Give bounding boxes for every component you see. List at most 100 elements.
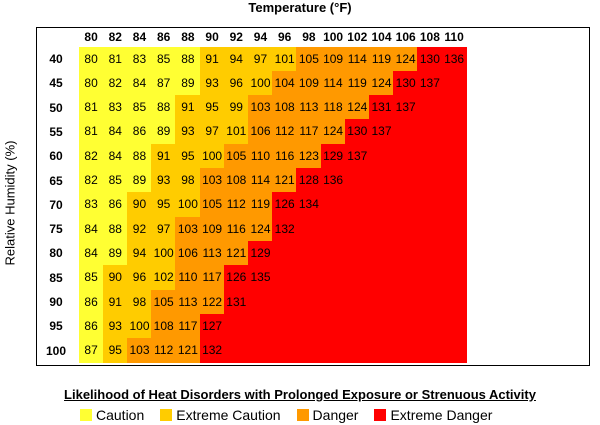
- heat-cell: [344, 216, 370, 242]
- y-tick-label: 40: [49, 52, 63, 66]
- legend-swatch: [160, 409, 173, 421]
- heat-cell: 86: [78, 313, 104, 340]
- heat-cell: [247, 289, 274, 315]
- legend-item: Extreme Danger: [374, 406, 492, 424]
- heat-cell: 93: [199, 70, 225, 97]
- heat-cell: 119: [368, 46, 395, 72]
- x-tick-label: 106: [395, 30, 416, 44]
- heat-cell: 91: [102, 289, 128, 315]
- heat-cell: 81: [78, 119, 104, 145]
- heat-cell: 109: [296, 70, 322, 97]
- heat-cell: 122: [199, 289, 225, 315]
- heat-cell: [320, 338, 346, 364]
- heat-cell: 105: [199, 192, 225, 218]
- heat-cell: [272, 265, 298, 291]
- heat-cell: [296, 240, 322, 267]
- heat-cell: 97: [247, 46, 274, 72]
- x-tick-label: 82: [108, 30, 122, 44]
- heat-cell: [393, 168, 419, 194]
- heat-cell: 85: [102, 168, 128, 194]
- heat-cell: 104: [272, 70, 298, 97]
- heat-cell: [441, 95, 467, 121]
- heat-cell: [344, 240, 370, 267]
- heat-cell: [441, 265, 467, 291]
- heat-cell: [320, 289, 346, 315]
- heat-cell: 110: [175, 265, 201, 291]
- heat-cell: 98: [175, 168, 201, 194]
- heat-cell: [393, 216, 419, 242]
- heat-cell: [320, 240, 346, 267]
- heat-cell: 113: [296, 95, 322, 121]
- heat-cell: [393, 192, 419, 218]
- heat-cell: 82: [78, 143, 104, 169]
- heat-cell: [441, 192, 467, 218]
- heat-cell: 85: [151, 46, 177, 72]
- heat-cell: 105: [296, 46, 322, 72]
- heat-cell: [247, 313, 274, 340]
- heat-cell: 87: [151, 70, 177, 97]
- heat-cell: 96: [126, 265, 153, 291]
- heat-cell: [223, 313, 249, 340]
- heat-cell: 100: [151, 240, 177, 267]
- y-tick-label: 50: [49, 100, 63, 115]
- heat-cell: 109: [320, 46, 346, 72]
- heat-cell: 129: [320, 143, 346, 169]
- heat-cell: 113: [199, 240, 225, 267]
- heat-cell: 100: [175, 192, 201, 218]
- heat-cell: [417, 338, 443, 364]
- x-tick-label: 80: [84, 30, 98, 44]
- heat-cell: 84: [102, 143, 128, 169]
- heat-cell: 124: [344, 95, 370, 121]
- heat-cell: 101: [272, 46, 298, 72]
- heat-cell: 126: [272, 192, 298, 218]
- heat-index-table: 80 82 84 86 88 90 92 94 96 98 100 102 104 106 108 110 40…: [46, 30, 467, 364]
- heat-cell: [417, 240, 443, 267]
- heat-cell: 119: [344, 70, 370, 97]
- x-tick-label: 102: [347, 30, 368, 44]
- y-tick-label: 90: [49, 295, 63, 309]
- heat-cell: 95: [175, 143, 201, 169]
- heat-cell: 124: [393, 46, 419, 72]
- heat-cell: 106: [247, 119, 274, 145]
- legend: Caution Extreme Caution Danger Extreme Dang…: [80, 406, 508, 424]
- y-tick-label: 80: [49, 246, 63, 261]
- heat-cell: 91: [199, 46, 225, 72]
- heat-cell: [272, 240, 298, 267]
- y-tick-label: 85: [49, 270, 63, 285]
- heat-cell: 109: [199, 216, 225, 242]
- legend-swatch: [80, 409, 92, 421]
- heat-cell: [417, 95, 443, 121]
- heat-cell: [441, 168, 467, 194]
- heat-cell: 136: [441, 46, 467, 72]
- heat-cell: 130: [417, 46, 443, 72]
- heat-cell: 116: [272, 143, 298, 169]
- heat-cell: 108: [151, 313, 177, 340]
- legend-title: Likelihood of Heat Disorders with Prolon…: [64, 387, 536, 402]
- heat-cell: [320, 216, 346, 242]
- heat-cell: 92: [126, 216, 153, 242]
- heat-cell: 93: [175, 119, 201, 145]
- heat-cell: 100: [247, 70, 274, 97]
- heat-cell: [441, 313, 467, 340]
- heat-cell: [441, 119, 467, 145]
- heat-cell: 86: [102, 192, 128, 218]
- legend-label: Caution: [96, 407, 145, 423]
- heat-cell: 121: [175, 338, 201, 364]
- heat-cell: [296, 289, 322, 315]
- heat-cell: [441, 289, 467, 315]
- heat-cell: [344, 313, 370, 340]
- legend-item: Caution: [80, 406, 144, 424]
- heat-cell: 126: [223, 265, 249, 291]
- heat-cell: 136: [320, 168, 346, 194]
- heat-cell: [247, 338, 274, 364]
- heat-cell: 119: [247, 192, 274, 218]
- heat-cell: 95: [102, 338, 128, 364]
- heat-cell: 106: [175, 240, 201, 267]
- heat-cell: [344, 289, 370, 315]
- heat-cell: [368, 338, 395, 364]
- x-tick-label: 86: [157, 30, 171, 44]
- heat-cell: 95: [151, 192, 177, 218]
- x-tick-label: 92: [229, 30, 243, 44]
- heat-cell: 88: [151, 95, 177, 121]
- x-tick-label: 90: [205, 30, 219, 44]
